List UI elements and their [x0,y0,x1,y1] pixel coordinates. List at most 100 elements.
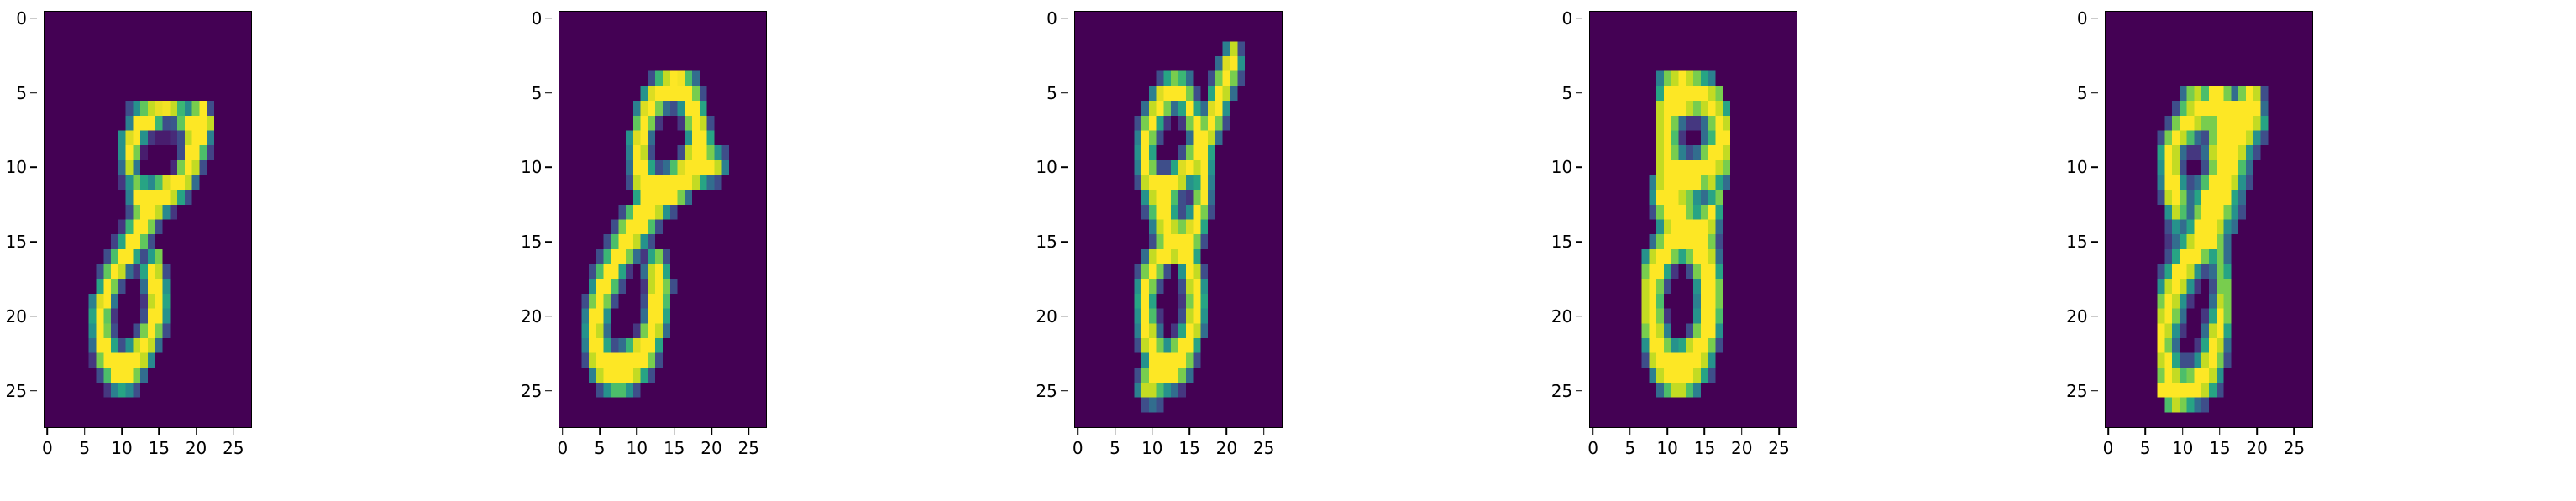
x-tick-mark [121,428,123,435]
x-tick-mark [1225,428,1228,435]
x-tick-mark [1778,428,1780,435]
y-tick-mark [1060,166,1068,169]
y-tick-label: 25 [520,380,543,401]
y-axis-ticks: 0 5 10 15 20 25 [1031,8,1068,428]
subplot-1: 0 5 10 15 20 25 0 5 10 15 20 25 [0,0,515,501]
x-tick-label: 5 [594,438,606,458]
x-axis-ticks: 0 5 10 15 20 25 [2102,428,2313,478]
y-tick-label: 10 [520,157,543,178]
x-tick-mark [83,428,86,435]
x-tick-label: 15 [2209,438,2231,458]
y-tick-label: 10 [2066,157,2088,178]
x-tick-label: 20 [1215,438,1238,458]
x-tick-label: 15 [148,438,171,458]
x-tick-label: 5 [2139,438,2151,458]
x-tick-mark [748,428,750,435]
y-tick-mark [1576,316,1583,317]
y-tick-mark [545,166,553,169]
y-tick-mark [30,91,37,94]
x-tick-label: 15 [1693,438,1716,458]
y-tick-label: 20 [1550,305,1573,326]
y-tick-label: 20 [5,305,27,326]
x-tick-label: 25 [1252,438,1275,458]
x-tick-mark [2144,428,2147,435]
x-tick-mark [1152,428,1153,435]
y-tick-label: 0 [1047,8,1057,29]
y-tick-label: 5 [1561,82,1573,103]
x-tick-label: 5 [79,438,91,458]
y-axis-ticks: 0 5 10 15 20 25 [515,8,553,428]
y-tick-label: 5 [531,82,543,103]
x-tick-mark [158,428,160,435]
subplot-3: 0 5 10 15 20 25 0 5 10 15 20 25 [1031,0,1545,501]
x-tick-label: 10 [1656,438,1678,458]
digit-image [1590,12,1797,427]
y-tick-label: 25 [1550,380,1573,401]
digit-image [2105,12,2312,427]
y-axis-ticks: 0 5 10 15 20 25 [2061,10,2098,428]
y-tick-label: 10 [1550,157,1573,178]
x-tick-mark [1592,428,1594,435]
x-tick-mark [233,428,234,435]
x-tick-mark [2107,428,2109,435]
x-tick-mark [46,428,49,435]
x-tick-mark [711,428,712,435]
plot-area [1073,11,1283,428]
x-tick-label: 0 [557,438,569,458]
y-tick-label: 0 [531,8,543,29]
y-tick-label: 5 [1047,82,1057,103]
y-tick-label: 5 [2076,82,2088,103]
x-axis-ticks: 0 5 10 15 20 25 [1073,428,1283,478]
y-tick-mark [1060,241,1068,243]
x-axis-ticks: 0 5 10 15 20 25 [1587,428,1797,478]
y-tick-mark [2091,389,2098,392]
y-tick-mark [30,241,37,243]
y-tick-label: 25 [5,380,27,401]
y-axis-ticks: 0 5 10 15 20 25 [0,10,37,428]
y-tick-mark [1060,91,1068,94]
x-tick-label: 10 [2171,438,2194,458]
x-tick-label: 25 [737,438,759,458]
x-tick-mark [2293,428,2295,435]
x-tick-label: 0 [2102,438,2114,458]
y-tick-label: 25 [2066,380,2088,401]
plot-area [1589,11,1798,428]
x-tick-label: 25 [2283,438,2306,458]
subplot-2: 0 5 10 15 20 25 0 5 10 15 20 25 [515,0,1030,501]
x-tick-mark [599,428,601,435]
y-tick-mark [30,18,37,19]
subplot-5: 0 5 10 15 20 25 0 5 10 15 20 25 [2061,0,2576,501]
x-tick-mark [195,428,197,435]
y-tick-mark [2091,18,2098,19]
y-tick-mark [545,389,553,392]
x-tick-mark [1740,428,1743,435]
y-tick-mark [1576,18,1583,19]
x-tick-label: 20 [185,438,207,458]
y-tick-mark [545,241,553,243]
y-tick-mark [2091,241,2098,243]
digit-image [1074,12,1282,427]
x-tick-label: 5 [1624,438,1636,458]
x-tick-label: 25 [223,438,244,458]
y-tick-mark [1576,91,1583,94]
x-tick-mark [2181,428,2184,435]
y-tick-mark [30,389,37,392]
x-tick-label: 10 [111,438,133,458]
digit-image [45,12,251,427]
y-tick-label: 15 [520,232,543,253]
y-tick-label: 20 [1036,305,1057,326]
y-tick-mark [2091,166,2098,169]
y-tick-label: 5 [16,82,27,103]
digit-image [559,12,767,427]
y-tick-mark [1060,18,1068,19]
y-tick-label: 15 [5,232,27,253]
y-tick-mark [1576,389,1583,392]
x-tick-mark [1262,428,1265,435]
x-axis-ticks: 0 5 10 15 20 25 [42,428,252,478]
y-tick-mark [30,166,37,169]
y-tick-label: 15 [2066,232,2088,253]
x-tick-label: 20 [1731,438,1753,458]
x-tick-mark [1666,428,1668,435]
x-tick-label: 20 [700,438,722,458]
